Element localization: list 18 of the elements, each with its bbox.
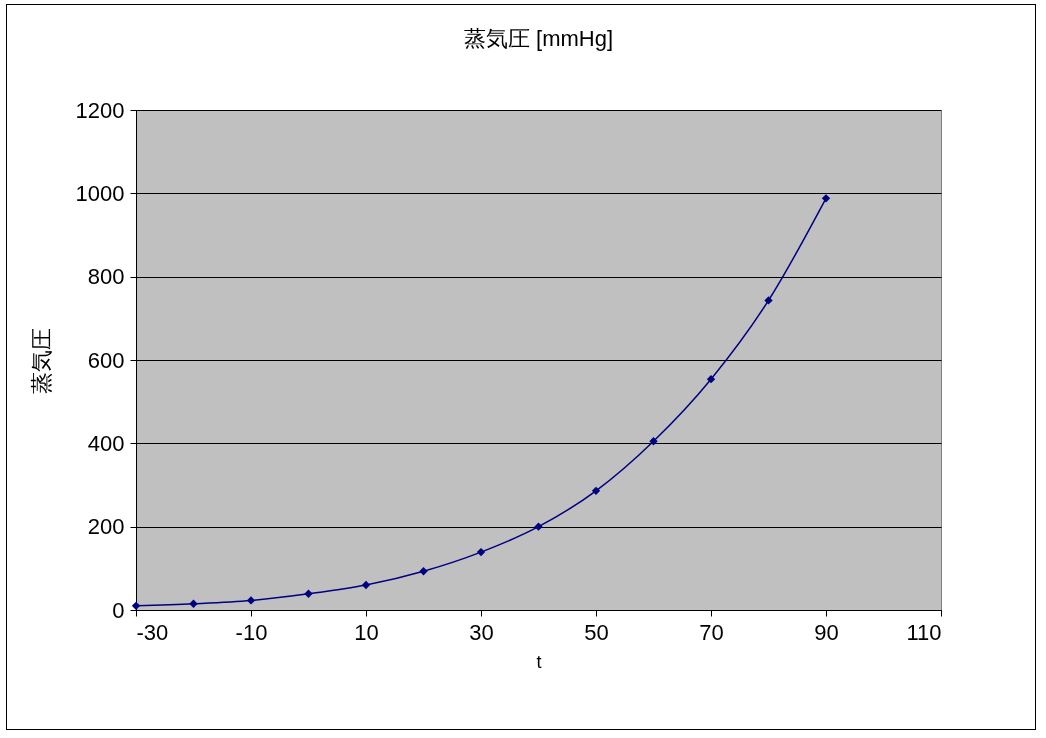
y-tick-label: 1000: [75, 180, 125, 206]
x-tick-label: -30: [136, 619, 169, 645]
x-tick-label: 10: [354, 619, 379, 645]
y-axis-title: 蒸気圧: [28, 327, 54, 394]
y-tick-label: 400: [87, 430, 125, 456]
x-axis-title: t: [536, 651, 542, 672]
x-tick-label: 70: [699, 619, 724, 645]
x-tick-label: -10: [235, 619, 268, 645]
x-tick-label: 90: [814, 619, 839, 645]
y-tick-label: 0: [112, 597, 125, 623]
y-tick-label: 200: [87, 514, 125, 540]
y-tick-label: 1200: [75, 97, 125, 123]
y-tick-label: 800: [87, 264, 125, 290]
y-tick-label: 600: [87, 347, 125, 373]
x-tick-label: 30: [469, 619, 494, 645]
x-tick-label: 50: [584, 619, 609, 645]
chart-title: 蒸気圧 [mmHg]: [463, 26, 614, 51]
x-tick-label: 110: [906, 619, 942, 645]
